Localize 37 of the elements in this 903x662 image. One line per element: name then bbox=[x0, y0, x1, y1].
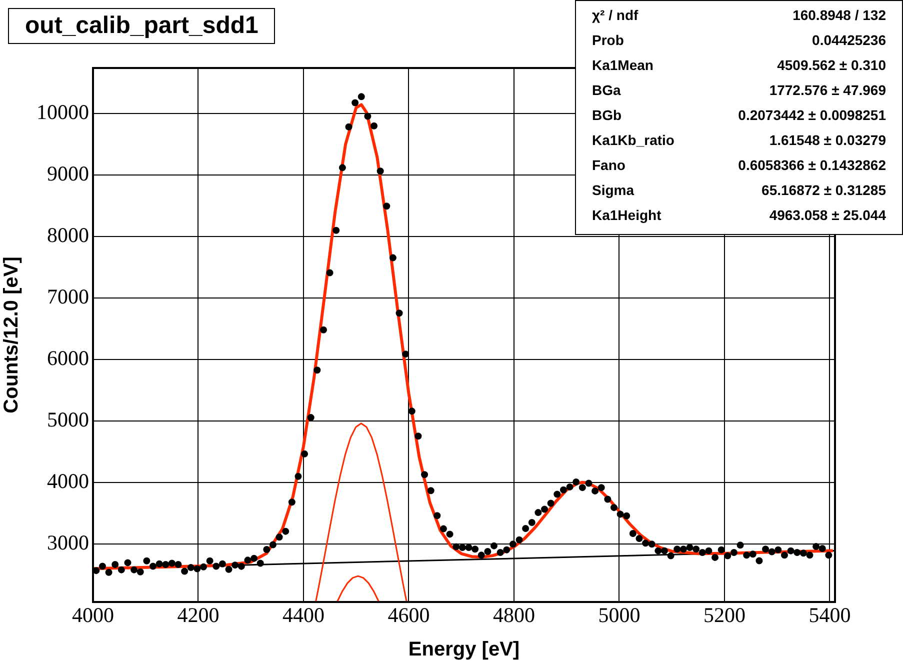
x-tick-label: 5400 bbox=[808, 603, 851, 628]
annotation: 1.61548 ± 0.03279 bbox=[768, 131, 887, 150]
annotation: 0.2073442 ± 0.0098251 bbox=[737, 106, 887, 125]
annotation: Ka1Height bbox=[591, 206, 662, 225]
x-tick-label: 4000 bbox=[72, 603, 114, 628]
annotation: Ka1Mean bbox=[591, 56, 654, 75]
annotation: BGb bbox=[591, 106, 623, 125]
y-tick-label: 9000 bbox=[47, 162, 89, 186]
y-tick-label: 8000 bbox=[47, 223, 89, 248]
text: χ² / ndf bbox=[591, 6, 640, 25]
annotation: Fano bbox=[591, 156, 626, 175]
annotation: 4963.058 ± 25.044 bbox=[768, 206, 887, 225]
x-tick-label: 4600 bbox=[388, 603, 430, 628]
y-tick-label: 6000 bbox=[47, 346, 89, 370]
x-tick-label: 4800 bbox=[492, 603, 535, 628]
annotation: Sigma bbox=[591, 181, 636, 200]
y-tick-label: 3000 bbox=[47, 530, 89, 555]
annotation: 0.6058366 ± 0.1432862 bbox=[737, 156, 887, 175]
y-tick-label: 7000 bbox=[47, 284, 89, 309]
y-tick-label: 10000 bbox=[36, 100, 89, 124]
x-axis-title: Energy [eV] bbox=[408, 638, 520, 661]
annotation: Ka1Kb_ratio bbox=[591, 131, 676, 150]
text: 160.8948 / 132 bbox=[792, 6, 887, 25]
annotation: 4509.562 ± 0.310 bbox=[776, 56, 887, 75]
y-axis-title: Counts/12.0 [eV] bbox=[0, 256, 23, 414]
text: 0.04425236 bbox=[811, 31, 887, 50]
text: Prob bbox=[591, 31, 625, 50]
y-tick-label: 4000 bbox=[47, 469, 89, 494]
x-tick-label: 5200 bbox=[703, 603, 746, 628]
x-tick-label: 4200 bbox=[177, 603, 220, 628]
annotation: 1772.576 ± 47.969 bbox=[768, 81, 887, 100]
x-tick-label: 4400 bbox=[282, 603, 324, 628]
annotation: BGa bbox=[591, 81, 622, 100]
annotation: 65.16872 ± 0.31285 bbox=[760, 181, 887, 200]
x-tick-label: 5000 bbox=[598, 603, 640, 628]
y-tick-label: 5000 bbox=[47, 408, 89, 432]
chart-title: out_calib_part_sdd1 bbox=[8, 8, 276, 44]
